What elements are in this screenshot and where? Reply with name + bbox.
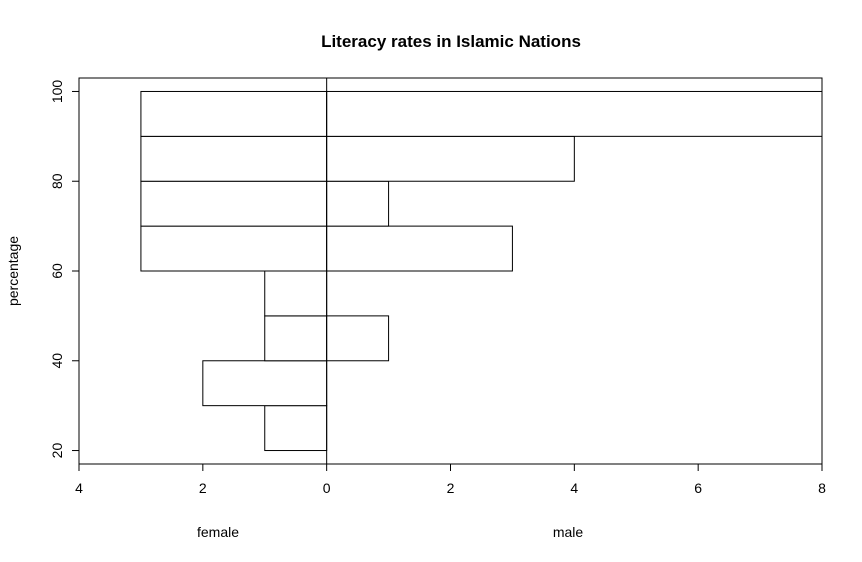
y-tick-label: 20	[49, 443, 65, 459]
bar-female	[140, 180, 328, 227]
x-tick-label: 4	[570, 480, 578, 496]
x-tick-label: 0	[323, 480, 331, 496]
y-tick-label: 60	[49, 263, 65, 279]
female-series-label: female	[197, 524, 239, 540]
male-series-label: male	[553, 524, 584, 540]
bar-female	[140, 90, 328, 137]
y-tick-label: 100	[49, 80, 65, 104]
bar-male	[326, 315, 390, 362]
bar-female	[264, 405, 328, 452]
y-tick-label: 80	[49, 173, 65, 189]
bar-female	[140, 225, 328, 272]
bar-female	[140, 135, 328, 182]
bar-male	[326, 225, 513, 272]
x-tick-label: 4	[75, 480, 83, 496]
y-tick-label: 40	[49, 353, 65, 369]
bars-group	[140, 90, 823, 452]
bar-male	[326, 180, 390, 227]
x-tick-label: 2	[199, 480, 207, 496]
bar-female	[264, 315, 328, 362]
chart-title: Literacy rates in Islamic Nations	[321, 32, 581, 51]
y-axis: 20 40 60 80 100	[49, 80, 79, 459]
bar-female	[202, 360, 328, 407]
bar-male	[326, 135, 575, 182]
bar-female	[264, 270, 328, 317]
bar-male	[326, 90, 823, 137]
x-tick-label: 6	[694, 480, 702, 496]
x-tick-label: 2	[447, 480, 455, 496]
x-tick-label: 8	[818, 480, 826, 496]
y-axis-label: percentage	[5, 236, 21, 306]
x-axis: 4 2 0 2 4 6 8	[75, 464, 826, 496]
